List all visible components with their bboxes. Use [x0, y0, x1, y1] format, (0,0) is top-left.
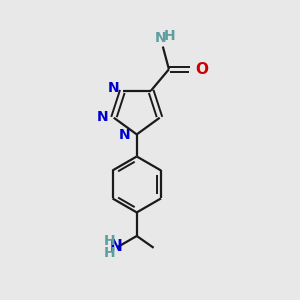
- Text: N: N: [108, 81, 120, 95]
- Text: N: N: [118, 128, 130, 142]
- Text: H: H: [164, 29, 175, 43]
- Text: H: H: [103, 247, 115, 260]
- Text: H: H: [103, 233, 115, 248]
- Text: N: N: [110, 238, 122, 253]
- Text: N: N: [97, 110, 109, 124]
- Text: O: O: [195, 62, 208, 77]
- Text: N: N: [155, 31, 166, 45]
